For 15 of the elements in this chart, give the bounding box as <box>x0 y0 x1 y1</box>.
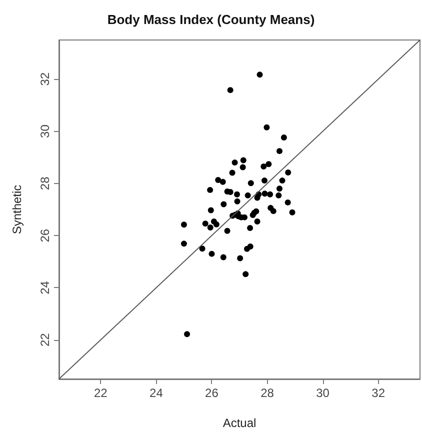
x-tick-label: 26 <box>205 386 219 400</box>
x-axis-title: Actual <box>222 416 256 430</box>
y-tick-label: 32 <box>38 72 52 86</box>
y-tick-label: 26 <box>38 228 52 242</box>
x-tick-label: 24 <box>150 386 164 400</box>
x-tick-label: 28 <box>260 386 274 400</box>
y-tick-label: 24 <box>38 280 52 294</box>
y-tick-label: 30 <box>38 124 52 138</box>
x-tick-label: 22 <box>94 386 108 400</box>
y-tick-label: 28 <box>38 176 52 190</box>
y-tick-label: 22 <box>38 332 52 347</box>
y-axis-title: Synthetic <box>10 184 24 234</box>
x-tick-label: 32 <box>372 386 386 400</box>
x-tick-label: 30 <box>316 386 330 400</box>
chart-title: Body Mass Index (County Means) <box>107 12 315 27</box>
